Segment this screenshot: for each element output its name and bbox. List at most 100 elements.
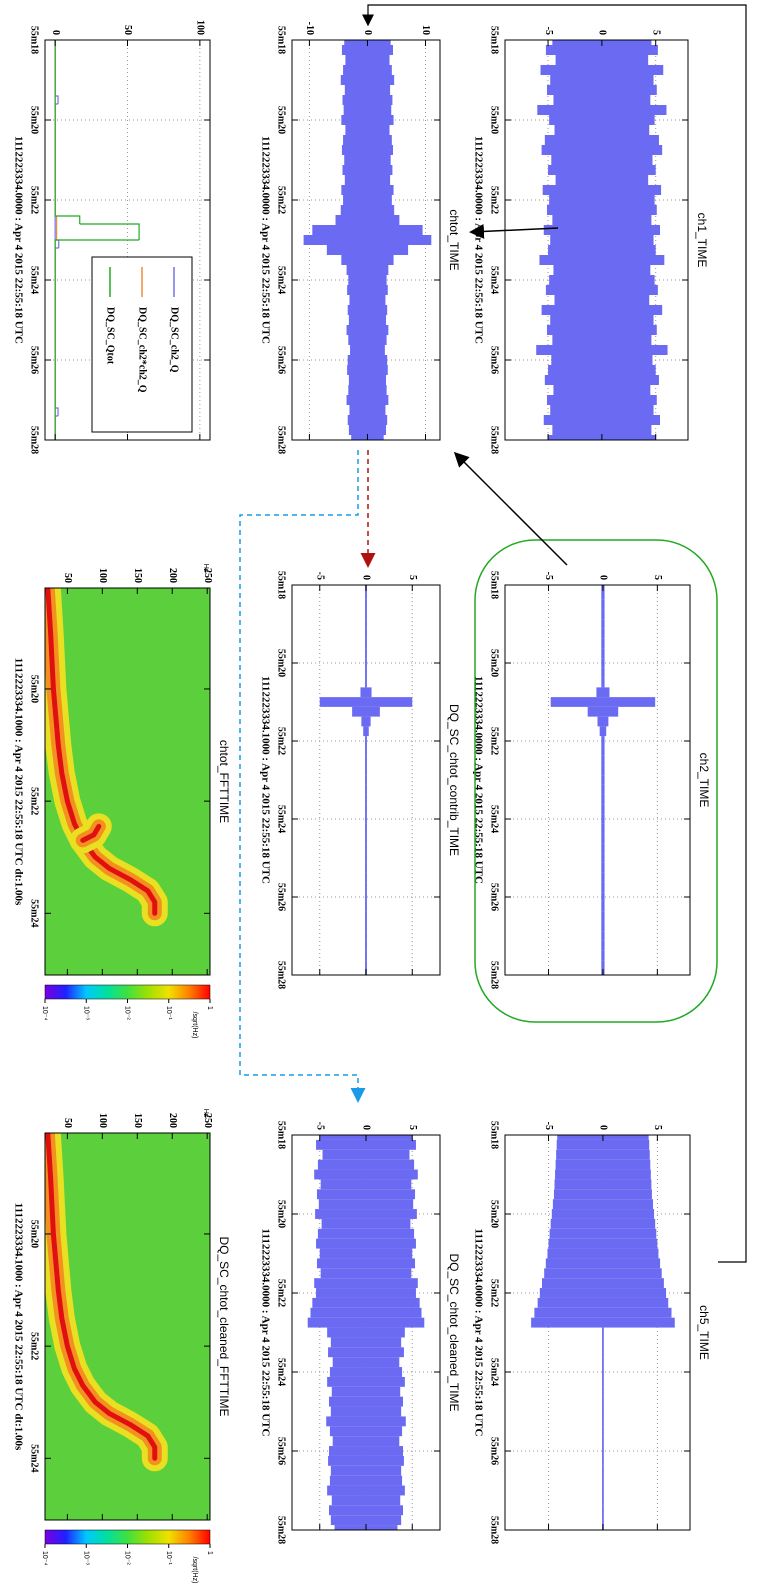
signal-envelope (346, 265, 389, 275)
panel-title: chtot_TIME (447, 209, 461, 270)
signal-envelope (601, 804, 605, 815)
signal-envelope (602, 1327, 604, 1338)
signal-envelope (602, 1367, 604, 1377)
signal-envelope (330, 1406, 402, 1417)
spectrogram-background (45, 588, 210, 975)
y-tick-label: 100 (195, 20, 206, 35)
signal-envelope (601, 667, 605, 678)
y-tick-label: 50 (122, 25, 133, 35)
signal-envelope (601, 960, 605, 971)
x-tick-label: 55m18 (276, 1121, 287, 1149)
signal-envelope (365, 765, 367, 776)
signal-envelope (602, 1455, 604, 1466)
x-tick-label: 55m20 (276, 1200, 287, 1228)
signal-envelope (365, 911, 367, 922)
signal-envelope (365, 814, 367, 824)
signal-envelope (342, 95, 393, 105)
signal-envelope (365, 638, 367, 649)
signal-envelope (314, 1278, 418, 1289)
signal-envelope (329, 1367, 403, 1377)
plot-area (292, 1135, 440, 1530)
colorbar-tick-label: 10⁻² (124, 1006, 131, 1020)
signal-envelope (361, 716, 371, 727)
y-tick-label: 5 (652, 1125, 663, 1130)
signal-envelope (601, 755, 605, 766)
x-tick-label: 55m26 (276, 883, 287, 911)
signal-envelope (335, 215, 400, 225)
panel: 10⁻⁴ 10⁻³ 10⁻² 10⁻¹ 1/sqrt(Hz) Hz 55m20 55m22 55… (12, 564, 230, 1039)
signal-envelope (327, 1376, 405, 1387)
signal-envelope (601, 862, 605, 873)
signal-envelope (587, 706, 619, 717)
signal-envelope (363, 726, 369, 737)
plot-frame (504, 584, 691, 976)
signal-envelope (365, 599, 367, 610)
signal-envelope (541, 305, 663, 315)
signal-envelope (348, 425, 387, 435)
panel-caption: 1112223334.0000 : Apr 4 2015 22:55:18 UT… (259, 1229, 271, 1437)
x-tick-label: 55m28 (489, 426, 500, 454)
signal-envelope (347, 305, 388, 315)
panel: 55m18 55m20 55m22 55m24 55m26 55m28 -5 0 5 ch2_TI… (472, 571, 710, 989)
signal-envelope (555, 55, 649, 65)
signal-envelope (601, 814, 605, 824)
panel-caption: 1112223334.0000 : Apr 4 2015 22:55:18 UT… (259, 136, 271, 344)
signal-envelope (342, 165, 393, 175)
signal-envelope (554, 295, 650, 305)
signal-envelope (602, 1465, 604, 1476)
histogram-step (55, 215, 81, 224)
signal-envelope (348, 315, 387, 325)
panel: 55m18 55m20 55m22 55m24 55m26 55m28 -5 0 5 DQ_SC_… (259, 1121, 460, 1544)
x-tick-label: 55m24 (29, 1444, 40, 1472)
signal-envelope (330, 1465, 402, 1476)
signal-envelope (341, 255, 394, 265)
signal-envelope (601, 628, 605, 639)
signal-envelope (312, 1297, 420, 1308)
signal-envelope (601, 911, 605, 922)
x-tick-label: 55m28 (276, 1516, 287, 1544)
signal-envelope (365, 628, 367, 639)
signal-envelope (349, 295, 386, 305)
signal-envelope (330, 1337, 402, 1348)
signal-envelope (537, 105, 667, 115)
signal-envelope (314, 1169, 418, 1180)
histogram-step (55, 95, 59, 104)
x-tick-label: 55m24 (489, 1358, 500, 1386)
x-tick-label: 55m22 (489, 1279, 500, 1307)
signal-envelope (601, 892, 605, 902)
signal-envelope (601, 921, 605, 932)
histogram-step (79, 223, 140, 232)
x-tick-label: 55m20 (489, 1200, 500, 1228)
y-tick-label: 50 (62, 573, 73, 583)
signal-envelope (347, 285, 388, 295)
signal-envelope (316, 1288, 416, 1298)
plot-area (505, 1135, 690, 1530)
signal-envelope (555, 175, 649, 185)
signal-envelope (601, 843, 605, 854)
y-tick-label: -5 (543, 27, 554, 35)
signal-envelope (542, 185, 662, 195)
flow-arrow (469, 223, 559, 239)
signal-envelope (602, 1485, 604, 1496)
signal-envelope (548, 245, 656, 255)
signal-envelope (315, 1209, 417, 1219)
signal-envelope (329, 1396, 403, 1407)
signal-envelope (545, 285, 658, 295)
signal-envelope (320, 1268, 412, 1279)
signal-envelope (601, 658, 605, 668)
panel-title: DQ_SC_chtot_contrib_TIME (447, 704, 461, 856)
signal-envelope (601, 736, 605, 746)
signal-envelope (601, 638, 605, 649)
y-tick-label: 5 (650, 30, 661, 35)
signal-envelope (602, 1396, 604, 1407)
signal-envelope (343, 65, 392, 75)
frequency-track (80, 823, 102, 843)
signal-envelope (328, 1347, 404, 1358)
y-tick-label: 0 (361, 575, 372, 580)
signal-envelope (316, 1139, 416, 1150)
panel: 55m18 55m20 55m22 55m24 55m26 55m28 -5 0 5 DQ_SC_… (259, 571, 460, 989)
signal-envelope (365, 862, 367, 873)
signal-envelope (601, 931, 605, 941)
panel-caption: 1112223334.1000 : Apr 4 2015 22:55:18 UT… (12, 658, 24, 906)
